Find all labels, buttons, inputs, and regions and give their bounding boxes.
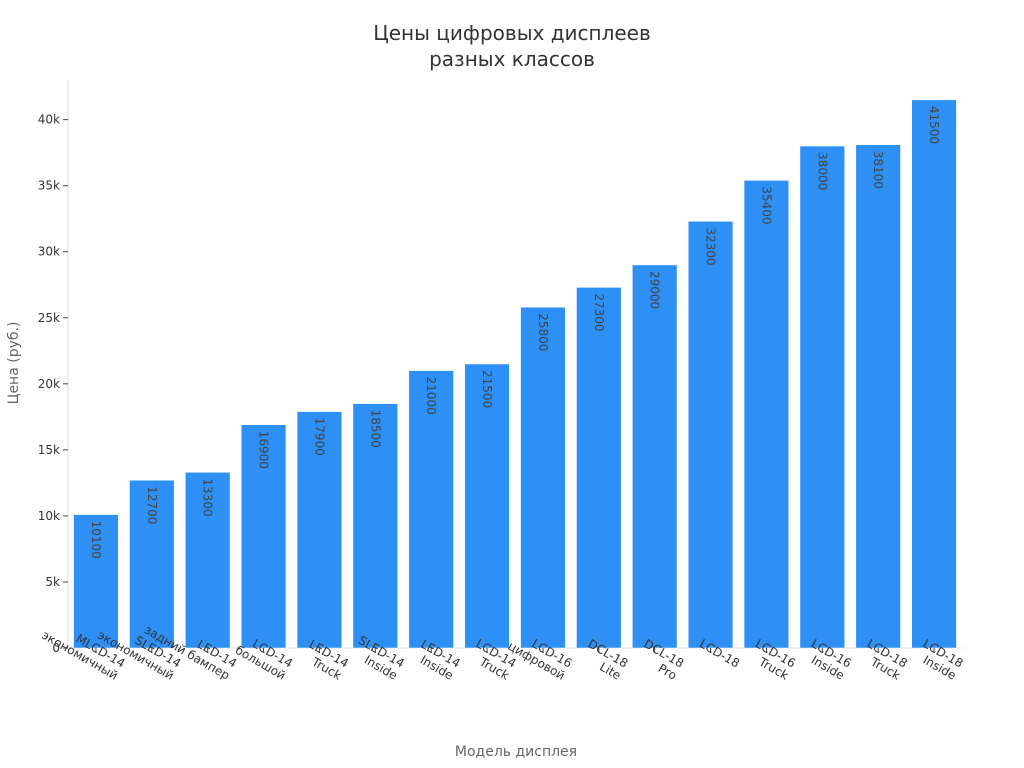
bar-value-label: 17900: [312, 418, 326, 456]
y-tick-label: 25k: [38, 311, 60, 325]
bar: [240, 424, 287, 649]
y-tick-label: 30k: [38, 245, 60, 259]
y-axis-label: Цена (руб.): [6, 322, 22, 405]
x-axis-label: Модель дисплея: [455, 744, 577, 760]
bar: [73, 514, 119, 649]
bar-value-label: 21000: [424, 377, 438, 415]
bar: [855, 144, 901, 649]
bar-value-label: 29000: [648, 271, 662, 309]
bar: [687, 221, 734, 649]
bar-value-label: 12700: [145, 486, 159, 524]
bar-value-label: 13300: [201, 478, 215, 516]
bar-value-label: 38000: [815, 152, 829, 190]
bar: [520, 306, 566, 649]
y-tick-label: 5k: [45, 575, 60, 589]
y-tick-label: 35k: [38, 179, 60, 193]
bar-value-label: 18500: [368, 410, 382, 448]
bar-value-label: 16900: [257, 431, 271, 469]
bar: [743, 180, 790, 649]
bar: [185, 472, 231, 649]
bar: [576, 287, 622, 649]
plot-area: 05k10k15k20k25k30k35k40k10100MLCD-14экон…: [38, 80, 966, 683]
bar: [296, 411, 343, 649]
bar-value-label: 10100: [89, 521, 103, 559]
y-tick-label: 10k: [38, 509, 60, 523]
bar: [632, 264, 678, 649]
bar-value-label: 38100: [871, 151, 885, 189]
y-tick-label: 15k: [38, 443, 60, 457]
chart-title-line-2: разных классов: [429, 47, 595, 71]
bar: [799, 145, 845, 649]
bar: [911, 99, 957, 649]
bar-value-label: 21500: [480, 370, 494, 408]
bar: [352, 403, 398, 649]
y-tick-label: 40k: [38, 113, 60, 127]
bar: [129, 479, 175, 649]
bar-value-label: 25800: [536, 313, 550, 351]
bar-value-label: 27300: [592, 293, 606, 331]
bar-value-label: 35400: [759, 186, 773, 224]
bar-value-label: 41500: [927, 106, 941, 144]
y-tick-label: 0: [52, 641, 60, 655]
y-tick-label: 20k: [38, 377, 60, 391]
chart-title-line-1: Цены цифровых дисплеев: [373, 21, 651, 45]
bar-value-label: 32300: [704, 227, 718, 265]
